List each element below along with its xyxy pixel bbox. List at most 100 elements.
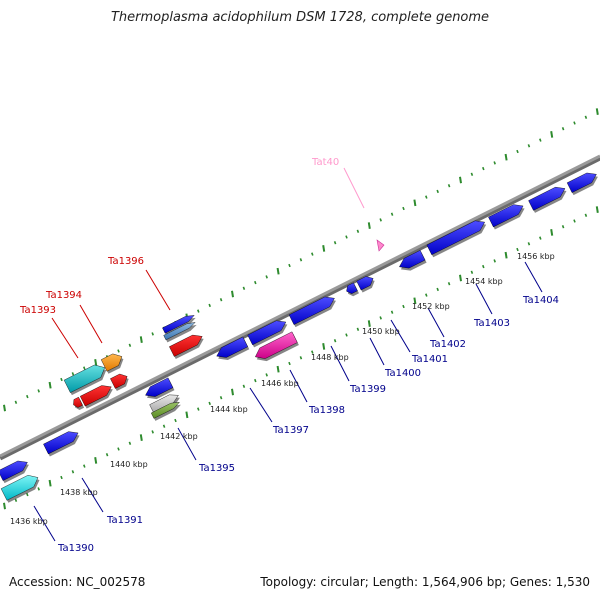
tick-mark bbox=[288, 263, 291, 268]
backbone-line bbox=[0, 154, 600, 458]
connector-ta1401 bbox=[390, 319, 411, 353]
gene-ta1395-olive-shadow bbox=[152, 404, 181, 421]
tick-mark bbox=[311, 350, 314, 354]
tick-mark bbox=[254, 378, 257, 383]
gene-labels: Tat40 Ta1396 Ta1394 Ta1393 Ta1404 Ta1403 Ta140… bbox=[19, 157, 559, 554]
tick-mark bbox=[561, 225, 565, 229]
scale-label: 1446 kbp bbox=[261, 379, 299, 388]
tick-mark bbox=[482, 166, 485, 171]
tick-mark bbox=[322, 245, 326, 252]
scale-label: 1456 kbp bbox=[517, 252, 555, 261]
gene-red-a bbox=[110, 373, 128, 389]
tick-mark bbox=[197, 407, 200, 411]
scale-label: 1440 kbp bbox=[110, 460, 148, 469]
gene-ta1395-olive bbox=[150, 402, 180, 419]
tick-mark bbox=[208, 303, 211, 308]
tick-mark bbox=[83, 464, 86, 468]
tick-mark bbox=[48, 479, 52, 487]
label-ta1399: Ta1399 bbox=[349, 384, 386, 395]
gene-features bbox=[0, 172, 598, 503]
tick-mark bbox=[48, 381, 52, 389]
tick-mark bbox=[425, 293, 428, 297]
label-tat40: Tat40 bbox=[311, 157, 339, 168]
tick-mark bbox=[299, 356, 303, 360]
scale-label: 1438 kbp bbox=[60, 488, 98, 497]
tick-mark bbox=[185, 411, 189, 419]
label-ta1397: Ta1397 bbox=[272, 425, 309, 436]
gene-ta1396-blue bbox=[162, 315, 195, 334]
tick-mark bbox=[3, 404, 6, 412]
connector-ta1397 bbox=[249, 387, 273, 423]
tick-mark bbox=[151, 430, 154, 434]
tick-mark bbox=[242, 286, 246, 290]
tick-mark bbox=[94, 457, 98, 464]
tick-mark bbox=[219, 396, 223, 400]
connector-ta1398 bbox=[289, 369, 308, 403]
tick-mark bbox=[151, 332, 154, 336]
tick-mark bbox=[459, 176, 462, 184]
tick-mark bbox=[37, 487, 40, 491]
gene-ta1401 bbox=[426, 220, 486, 256]
tick-mark bbox=[3, 502, 6, 510]
gene-tat40 bbox=[376, 239, 385, 252]
label-ta1402: Ta1402 bbox=[429, 339, 466, 350]
tick-mark bbox=[516, 247, 519, 252]
tick-mark bbox=[162, 424, 166, 428]
label-ta1390: Ta1390 bbox=[57, 543, 94, 554]
gene-ta1396-steel bbox=[163, 322, 196, 341]
tick-mark bbox=[493, 259, 496, 263]
tick-mark bbox=[413, 199, 417, 207]
gene-red-c bbox=[73, 396, 83, 408]
tick-mark bbox=[447, 184, 451, 188]
tick-mark bbox=[390, 212, 394, 216]
tick-mark bbox=[299, 258, 303, 262]
gene-ta1396 bbox=[169, 334, 203, 357]
tick-mark bbox=[527, 144, 531, 148]
gene-ta1391b bbox=[43, 431, 79, 455]
tick-mark bbox=[265, 373, 268, 377]
connector-ta1404 bbox=[524, 261, 543, 293]
connector-ta1391 bbox=[81, 477, 104, 513]
tick-mark bbox=[367, 320, 371, 327]
tick-mark bbox=[276, 365, 280, 373]
tick-mark bbox=[197, 309, 200, 313]
tick-mark bbox=[470, 172, 474, 176]
scale-label: 1448 kbp bbox=[311, 353, 349, 362]
gene-ta1395 bbox=[145, 377, 174, 397]
tick-mark bbox=[425, 195, 428, 199]
tick-mark bbox=[139, 434, 143, 441]
label-ta1395: Ta1395 bbox=[198, 463, 235, 474]
gene-ta1390b bbox=[0, 460, 28, 481]
connector-ta1399 bbox=[330, 345, 350, 382]
connector-ta1396 bbox=[145, 269, 171, 311]
tick-mark bbox=[174, 418, 177, 423]
tick-mark bbox=[367, 222, 371, 229]
tick-mark bbox=[539, 236, 542, 240]
tick-mark bbox=[37, 389, 40, 393]
tick-mark bbox=[208, 401, 211, 406]
tick-mark bbox=[550, 131, 554, 138]
gene-red-b bbox=[79, 385, 112, 407]
lower-tick-row bbox=[3, 206, 599, 510]
tick-mark bbox=[504, 153, 508, 161]
connector-ta1394 bbox=[79, 304, 103, 344]
tick-mark bbox=[14, 400, 18, 404]
tick-mark bbox=[288, 361, 291, 366]
connector-ta1390 bbox=[33, 505, 56, 542]
tick-mark bbox=[379, 316, 382, 320]
tick-mark bbox=[402, 304, 405, 309]
scale-label: 1452 kbp bbox=[412, 302, 450, 311]
tick-mark bbox=[584, 115, 588, 119]
connector-ta1402 bbox=[427, 307, 445, 338]
tick-mark bbox=[482, 264, 485, 269]
gene-ta1397 bbox=[216, 336, 249, 358]
label-connectors bbox=[33, 167, 543, 542]
tick-mark bbox=[60, 475, 63, 480]
gene-ta1390 bbox=[0, 475, 39, 501]
tick-mark bbox=[470, 270, 474, 274]
gene-ta1398 bbox=[255, 331, 298, 359]
tick-mark bbox=[254, 280, 257, 285]
scale-label: 1442 kbp bbox=[160, 432, 198, 441]
tick-mark bbox=[14, 498, 18, 502]
